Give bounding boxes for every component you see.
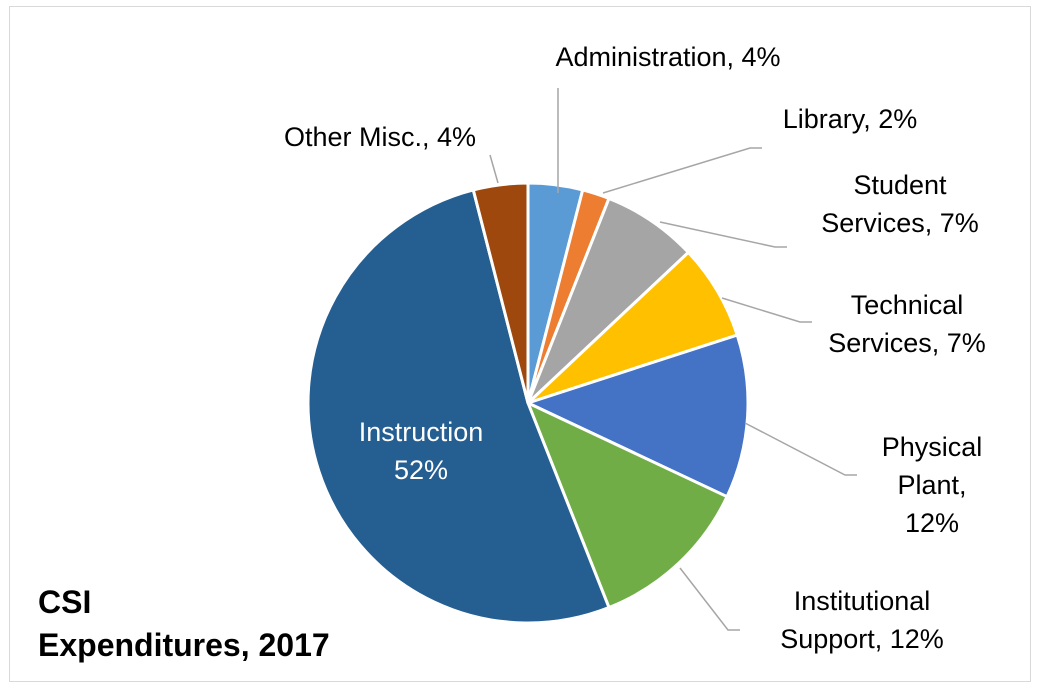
slice-label-6-line-1: 52% [394, 455, 448, 485]
leader-line-1 [602, 147, 762, 194]
slice-label-5-line-1: Support, 12% [780, 624, 944, 654]
chart-title-line-2: Expenditures, 2017 [38, 627, 330, 663]
slice-label-3-line-1: Services, 7% [828, 328, 986, 358]
leader-line-5 [679, 567, 740, 631]
pie-slice-5 [526, 401, 729, 610]
slice-label-2-line-0: Student [853, 170, 947, 200]
leader-line-2 [659, 221, 787, 248]
slice-label-7-line-0: Other Misc., 4% [284, 122, 476, 152]
pie-slice-7 [471, 181, 530, 405]
slice-label-2-line-1: Services, 7% [821, 208, 979, 238]
slice-label-5-line-0: Institutional [794, 586, 931, 616]
pie-slices [306, 181, 750, 625]
chart-title-line-1: CSI [38, 584, 91, 620]
slice-label-4-line-2: 12% [905, 508, 959, 538]
slice-label-4-line-0: Physical [882, 432, 983, 462]
slice-labels: Administration, 4% Library, 2% Student Serv… [284, 42, 986, 654]
slice-label-3-line-0: Technical [851, 290, 964, 320]
leader-line-3 [721, 297, 812, 323]
slice-label-4-line-1: Plant, [897, 470, 966, 500]
leader-line-7 [489, 154, 499, 184]
slice-label-1-line-0: Library, 2% [783, 104, 918, 134]
leader-lines [489, 88, 857, 631]
leader-line-4 [744, 422, 857, 476]
pie-slice-6 [306, 188, 611, 625]
pie-slice-4 [526, 333, 750, 499]
slice-label-0-line-0: Administration, 4% [555, 42, 780, 72]
slice-label-6-line-0: Instruction [359, 417, 484, 447]
